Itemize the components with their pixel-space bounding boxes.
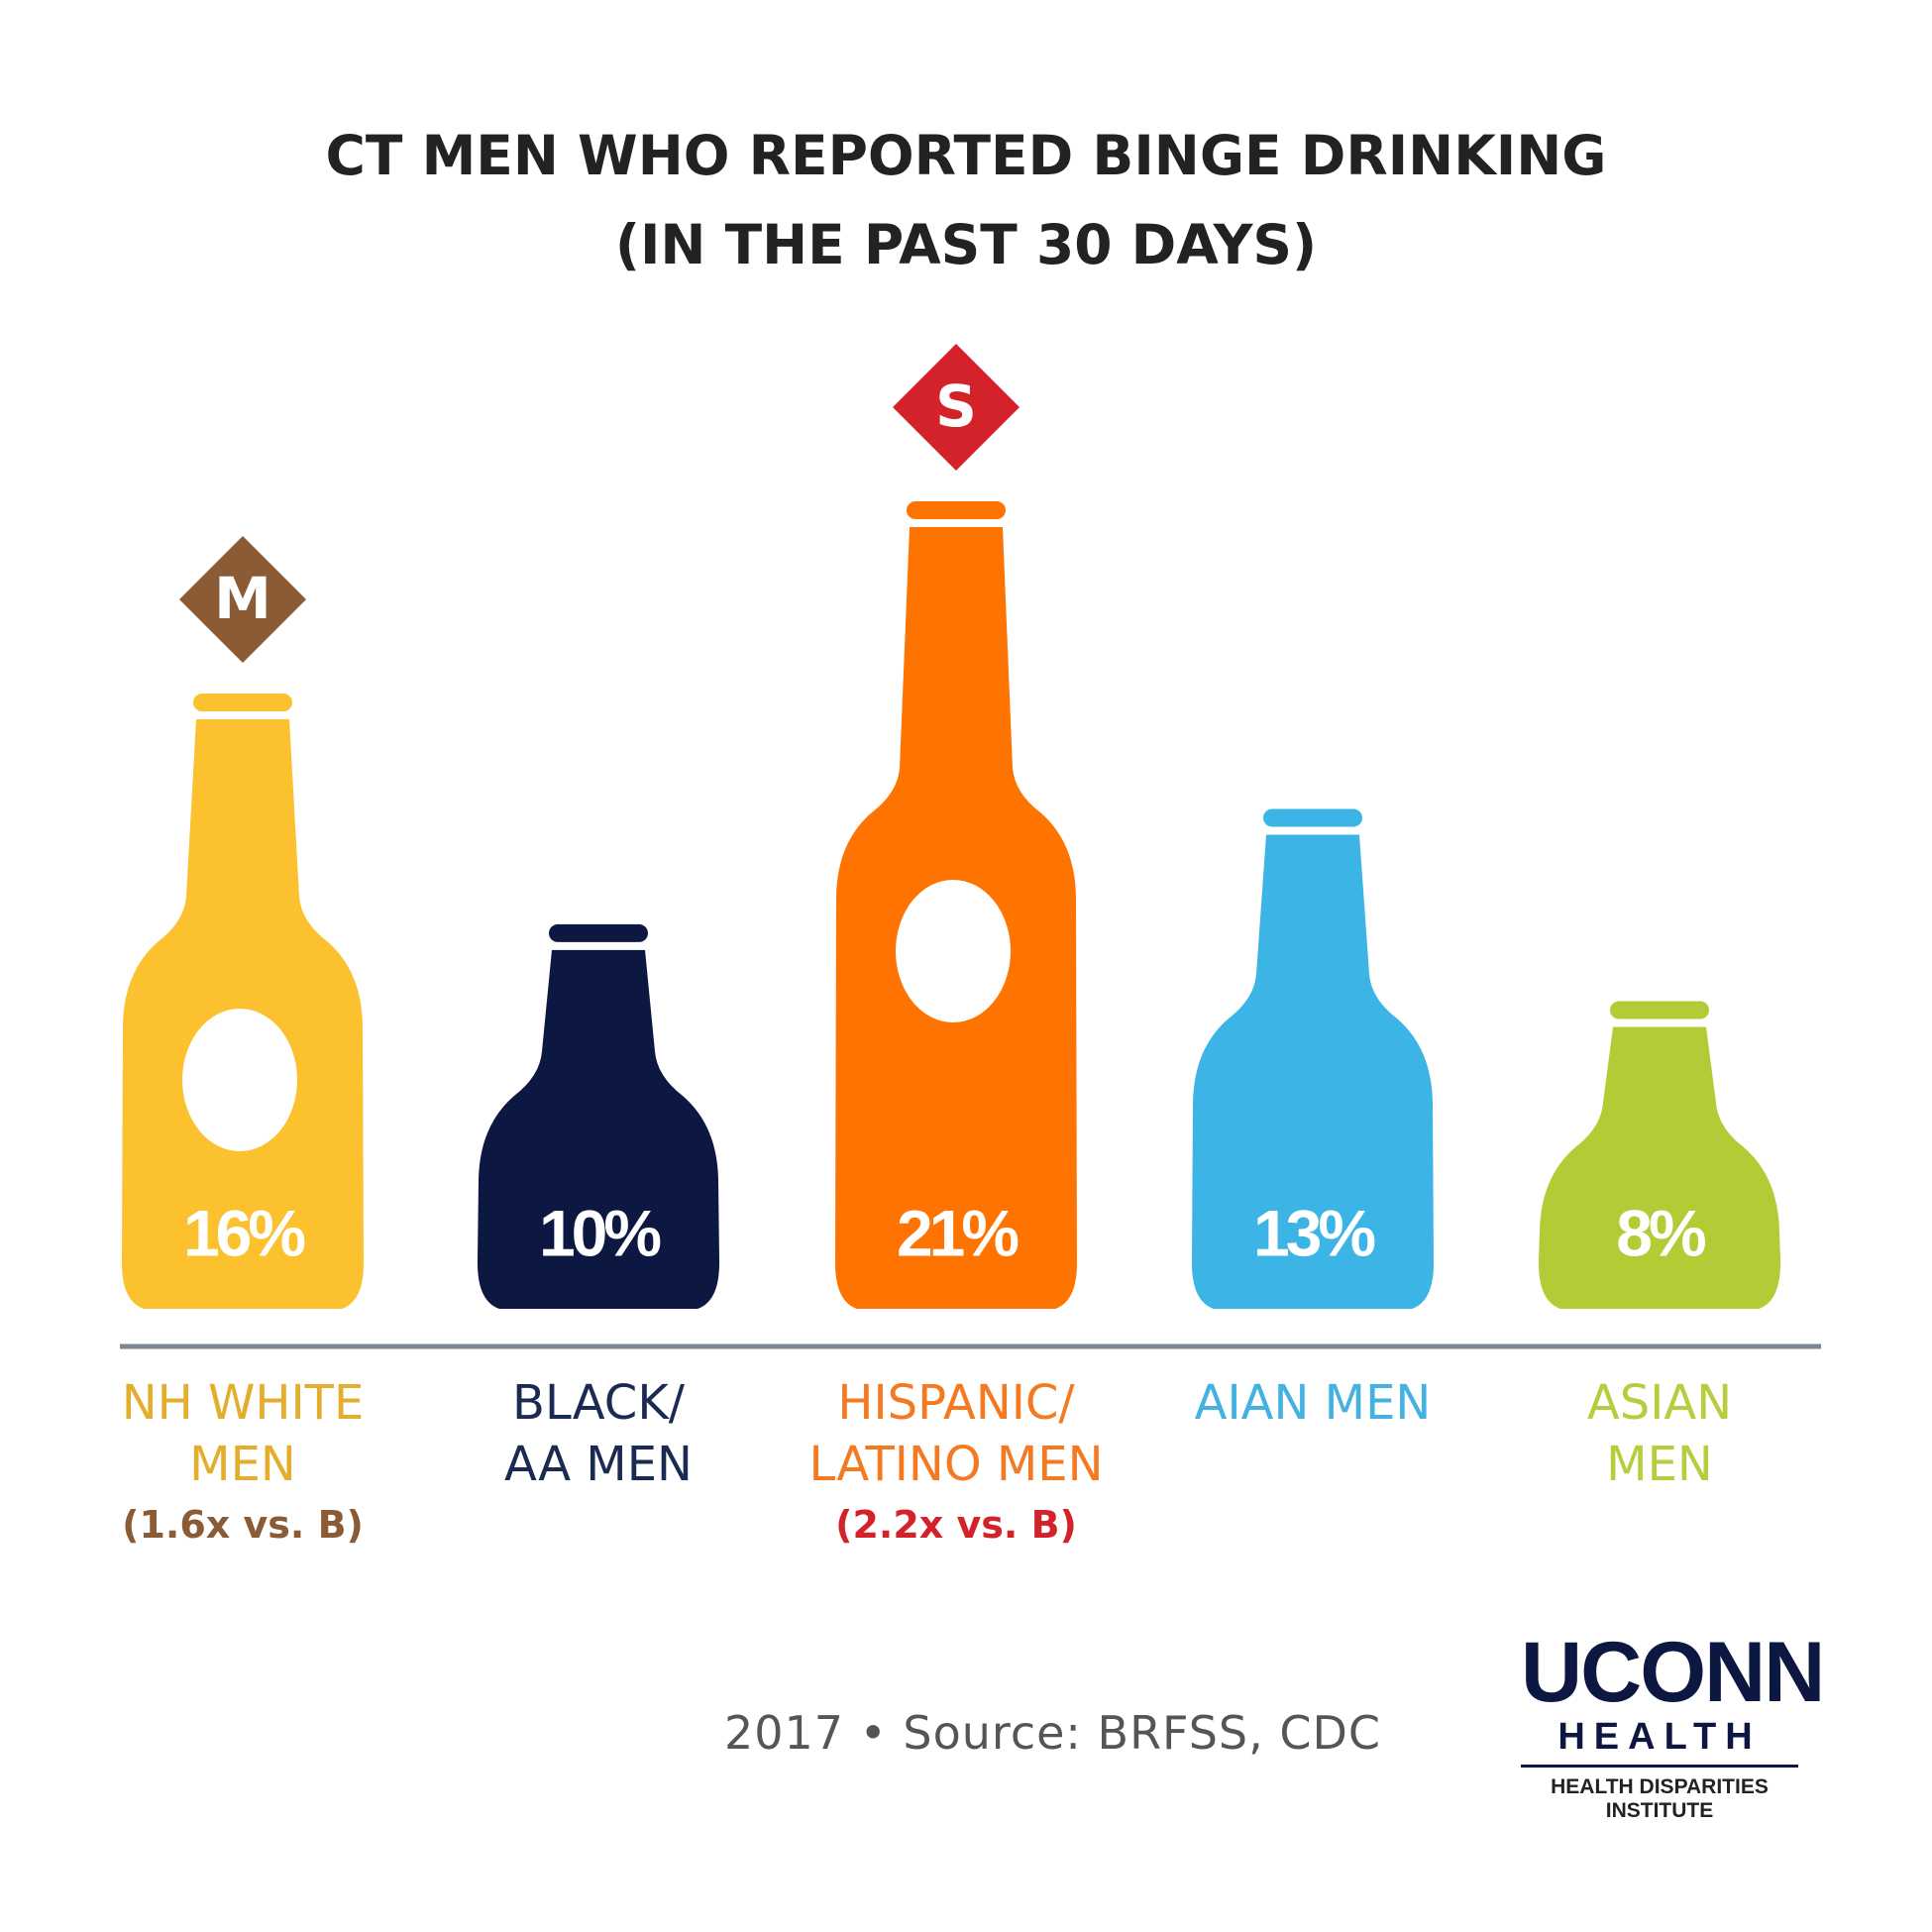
category-name: HISPANIC/ LATINO MEN [808, 1375, 1104, 1492]
bottle-cap [907, 501, 1006, 519]
bottle-label [896, 879, 1011, 1022]
marker-letter: M [214, 565, 271, 632]
category-name: ASIAN MEN [1586, 1375, 1733, 1492]
category-name: NH WHITE MEN [121, 1375, 365, 1492]
value-label: 16% [183, 1196, 304, 1269]
bottle [1538, 1026, 1781, 1309]
chart-title: CT MEN WHO REPORTED BINGE DRINKING (IN T… [325, 124, 1607, 276]
bottle-cap [1610, 1001, 1709, 1020]
category-name: BLACK/ AA MEN [504, 1375, 693, 1492]
marker-diamond [179, 536, 306, 664]
bottle-cap [193, 694, 292, 712]
marker-letter: S [935, 373, 977, 440]
category-name: AIAN MEN [1194, 1375, 1432, 1431]
bottle-cap [1263, 808, 1362, 827]
value-label: 13% [1253, 1196, 1374, 1269]
category-label: HISPANIC/ LATINO MEN (2.2x vs. B) [807, 1372, 1105, 1555]
logo-institute: HEALTH DISPARITIES INSTITUTE [1551, 1775, 1769, 1822]
marker-diamond [893, 344, 1020, 471]
bottle-cap [549, 923, 648, 942]
source: 2017 • Source: BRFSS, CDC [723, 1706, 1382, 1760]
annotation: (1.6x vs. B) [122, 1503, 364, 1547]
logo-unit: HEALTH [1521, 1715, 1798, 1768]
logo-name: UCONN [1521, 1625, 1825, 1720]
category-label: AIAN MEN [1154, 1372, 1471, 1434]
value-label: 10% [539, 1196, 660, 1269]
annotation: (2.2x vs. B) [835, 1503, 1077, 1547]
bottle-label [182, 1008, 297, 1151]
category-label: NH WHITE MEN (1.6x vs. B) [99, 1372, 386, 1555]
category-label: BLACK/ AA MEN [480, 1372, 717, 1495]
logo: UCONN HEALTH HEALTH DISPARITIES INSTITUT… [1521, 1625, 1825, 1823]
category-label: ASIAN MEN [1560, 1372, 1759, 1495]
value-label: 8% [1616, 1196, 1705, 1269]
bottle [477, 949, 720, 1309]
bottle [1191, 834, 1435, 1309]
value-label: 21% [897, 1196, 1018, 1269]
